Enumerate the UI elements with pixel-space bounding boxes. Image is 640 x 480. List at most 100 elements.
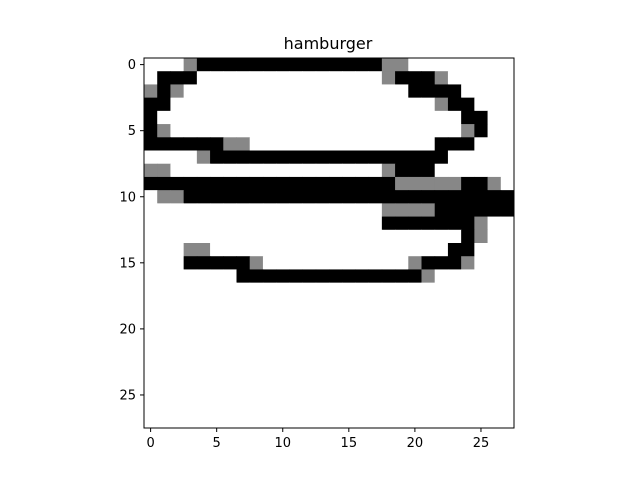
- heatmap-cell: [302, 203, 317, 217]
- heatmap-cell: [355, 348, 370, 363]
- heatmap-cell: [329, 295, 343, 310]
- heatmap-cell: [276, 375, 290, 389]
- heatmap-cell: [355, 269, 370, 284]
- heatmap-cell: [421, 216, 436, 231]
- heatmap-cell: [183, 84, 198, 99]
- heatmap-cell: [236, 348, 251, 363]
- heatmap-cell: [500, 256, 515, 270]
- heatmap-cell: [315, 71, 330, 85]
- heatmap-cell: [395, 176, 409, 191]
- heatmap-cell: [289, 124, 303, 138]
- heatmap-cell: [434, 110, 449, 125]
- heatmap-cell: [315, 243, 330, 257]
- heatmap-cell: [289, 84, 303, 99]
- heatmap-cell: [487, 375, 502, 389]
- heatmap-cell: [315, 414, 330, 429]
- heatmap-cell: [461, 110, 475, 125]
- heatmap-cell: [157, 361, 171, 376]
- heatmap-cell: [381, 401, 396, 416]
- heatmap-cell: [408, 282, 422, 297]
- heatmap-cell: [170, 216, 185, 231]
- heatmap-cell: [500, 401, 515, 416]
- heatmap-cell: [434, 243, 449, 257]
- heatmap-cell: [302, 256, 317, 270]
- heatmap-cell: [276, 335, 290, 350]
- heatmap-cell: [170, 295, 185, 310]
- heatmap-cell: [196, 97, 211, 112]
- heatmap-cell: [447, 176, 462, 191]
- heatmap-cell: [487, 401, 502, 416]
- heatmap-cell: [434, 361, 449, 376]
- heatmap-cell: [474, 150, 488, 165]
- heatmap-cell: [461, 375, 475, 389]
- heatmap-cell: [487, 229, 502, 244]
- heatmap-cell: [196, 203, 211, 217]
- heatmap-cell: [315, 295, 330, 310]
- heatmap-cell: [315, 190, 330, 204]
- heatmap-cell: [329, 269, 343, 284]
- heatmap-cell: [144, 309, 158, 323]
- heatmap-cell: [395, 269, 409, 284]
- heatmap-cell: [262, 309, 277, 323]
- heatmap-cell: [276, 137, 290, 151]
- heatmap-cell: [289, 309, 303, 323]
- heatmap-cell: [289, 97, 303, 112]
- heatmap-cell: [447, 190, 462, 204]
- heatmap-cell: [249, 282, 264, 297]
- heatmap-cell: [262, 97, 277, 112]
- heatmap-cell: [302, 309, 317, 323]
- heatmap-cell: [487, 58, 502, 72]
- heatmap-cell: [302, 388, 317, 402]
- heatmap-cell: [170, 322, 185, 336]
- heatmap-cell: [183, 71, 198, 85]
- heatmap-cell: [487, 348, 502, 363]
- heatmap-cell: [461, 322, 475, 336]
- heatmap-cell: [434, 163, 449, 178]
- heatmap-cell: [144, 124, 158, 138]
- heatmap-cell: [408, 295, 422, 310]
- heatmap-cell: [183, 190, 198, 204]
- heatmap-cell: [355, 137, 370, 151]
- heatmap-cell: [183, 388, 198, 402]
- heatmap-cell: [223, 97, 237, 112]
- heatmap-cell: [236, 97, 251, 112]
- heatmap-cell: [500, 216, 515, 231]
- y-tick-label: 15: [119, 256, 136, 271]
- heatmap-cell: [249, 71, 264, 85]
- heatmap-cell: [381, 361, 396, 376]
- heatmap-cell: [368, 269, 383, 284]
- heatmap-cell: [342, 295, 356, 310]
- heatmap-cell: [342, 243, 356, 257]
- heatmap-cell: [236, 375, 251, 389]
- heatmap-cell: [223, 322, 237, 336]
- heatmap-cell: [368, 190, 383, 204]
- heatmap-cell: [408, 361, 422, 376]
- heatmap-cell: [421, 375, 436, 389]
- heatmap-cell: [487, 150, 502, 165]
- heatmap-cell: [487, 190, 502, 204]
- heatmap-cell: [355, 229, 370, 244]
- heatmap-cell: [236, 295, 251, 310]
- heatmap-cell: [461, 71, 475, 85]
- heatmap-cell: [368, 124, 383, 138]
- heatmap-cell: [183, 97, 198, 112]
- heatmap-cell: [395, 71, 409, 85]
- heatmap-cell: [183, 137, 198, 151]
- heatmap-cell: [421, 58, 436, 72]
- heatmap-cell: [144, 295, 158, 310]
- heatmap-cell: [434, 203, 449, 217]
- heatmap-cell: [381, 176, 396, 191]
- heatmap-cell: [355, 414, 370, 429]
- heatmap-cell: [421, 322, 436, 336]
- heatmap-cell: [329, 243, 343, 257]
- heatmap-cell: [500, 84, 515, 99]
- heatmap-cell: [276, 229, 290, 244]
- heatmap-cell: [447, 243, 462, 257]
- heatmap-cell: [447, 84, 462, 99]
- heatmap-cell: [249, 414, 264, 429]
- heatmap-cell: [408, 203, 422, 217]
- heatmap-cell: [210, 295, 224, 310]
- heatmap-cell: [421, 309, 436, 323]
- heatmap-cell: [381, 335, 396, 350]
- heatmap-cell: [408, 388, 422, 402]
